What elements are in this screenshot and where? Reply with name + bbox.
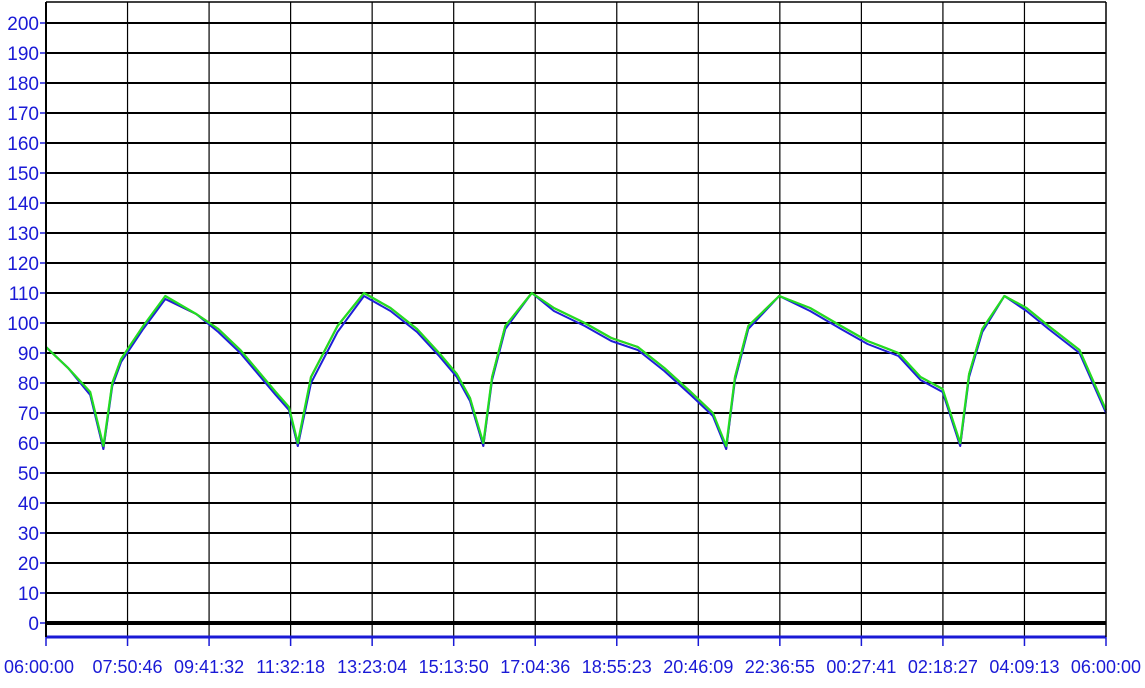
y-tick-label: 150 bbox=[7, 164, 39, 185]
y-tick-label: 160 bbox=[7, 134, 39, 155]
y-tick-label: 70 bbox=[18, 404, 39, 425]
x-tick-label: 06:00:00 bbox=[4, 657, 74, 677]
x-tick-label: 13:23:04 bbox=[337, 657, 407, 677]
y-tick-label: 120 bbox=[7, 254, 39, 275]
y-tick-label: 60 bbox=[18, 434, 39, 455]
x-tick-label: 06:00:00 bbox=[1071, 657, 1141, 677]
x-tick-label: 00:27:41 bbox=[826, 657, 896, 677]
x-tick-label: 18:55:23 bbox=[582, 657, 652, 677]
y-tick-label: 40 bbox=[18, 494, 39, 515]
y-tick-label: 10 bbox=[18, 584, 39, 605]
y-tick-label: 140 bbox=[7, 194, 39, 215]
y-tick-label: 130 bbox=[7, 224, 39, 245]
y-tick-label: 0 bbox=[28, 614, 39, 635]
y-tick-label: 100 bbox=[7, 314, 39, 335]
y-tick-label: 20 bbox=[18, 554, 39, 575]
x-tick-label: 11:32:18 bbox=[256, 657, 325, 677]
y-tick-label: 110 bbox=[9, 284, 39, 305]
y-tick-label: 30 bbox=[18, 524, 39, 545]
y-tick-label: 90 bbox=[18, 344, 39, 365]
x-tick-label: 17:04:36 bbox=[500, 657, 570, 677]
grid-lines bbox=[46, 2, 1106, 637]
series-lines bbox=[45, 291, 1108, 450]
x-tick-label: 07:50:46 bbox=[92, 657, 162, 677]
x-tick-label: 22:36:55 bbox=[745, 657, 815, 677]
x-tick-label: 20:46:09 bbox=[663, 657, 733, 677]
y-tick-label: 200 bbox=[7, 14, 39, 35]
y-tick-label: 50 bbox=[18, 464, 39, 485]
y-tick-label: 170 bbox=[7, 104, 39, 125]
x-tick-label: 15:13:50 bbox=[419, 657, 489, 677]
x-tick-label: 04:09:13 bbox=[989, 657, 1059, 677]
x-axis-tick-labels: 06:00:00 07:50:46 09:41:32 11:32:18 13:23:04… bbox=[4, 637, 1141, 677]
x-tick-label: 02:18:27 bbox=[908, 657, 978, 677]
series-line-3 bbox=[45, 291, 1108, 448]
y-tick-label: 80 bbox=[18, 374, 39, 395]
y-tick-label: 190 bbox=[7, 44, 39, 65]
x-tick-label: 09:41:32 bbox=[174, 657, 244, 677]
y-axis-tick-labels: 0 10 20 30 40 50 60 70 80 90 100 110 120 130 140 150 160… bbox=[7, 14, 46, 635]
y-tick-label: 180 bbox=[7, 74, 39, 95]
